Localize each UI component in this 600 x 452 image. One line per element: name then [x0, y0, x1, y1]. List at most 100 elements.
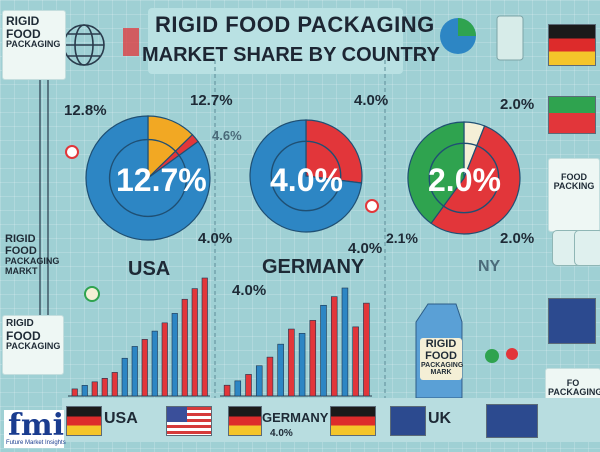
card-line: MARKT: [5, 265, 38, 276]
chart-subtitle: MARKET SHARE BY COUNTRY: [142, 44, 440, 66]
usa-label-mid: 4.6%: [212, 128, 242, 143]
bar: [309, 320, 317, 397]
card-line: PACKAGING: [548, 387, 600, 398]
bottom-label-germany: GERMANY: [262, 410, 329, 425]
bar: [352, 326, 359, 397]
bar: [234, 380, 242, 397]
accent-dot: [506, 348, 518, 360]
ladder-divider: [39, 70, 49, 360]
logo-background: [4, 410, 64, 448]
bottom-sub-label: 4.0%: [270, 428, 293, 439]
box-icon: [123, 28, 139, 56]
card-line: RIGID: [5, 233, 36, 245]
usa-flag: [166, 406, 212, 436]
pie-germany-center-label: 4.0%: [270, 162, 343, 198]
bar: [151, 330, 158, 397]
card-line: PACKAGING: [6, 341, 61, 352]
usa-label-right: 12.7%: [190, 92, 233, 109]
card-line: FO: [566, 378, 580, 388]
bar: [181, 298, 188, 397]
bar: [288, 328, 295, 397]
card-line: RIGID: [6, 14, 40, 28]
can-icon: [496, 15, 524, 61]
country-label-usa: USA: [128, 258, 171, 280]
carton-label: RIGID FOOD PACKAGING MARK: [420, 338, 464, 380]
germany-flag: [228, 406, 262, 436]
bar: [277, 343, 284, 397]
card-line: PACKAGING: [6, 39, 61, 50]
card-line: FOOD: [6, 26, 41, 41]
card-line: FOOD: [6, 328, 41, 343]
country-label-germany: GERMANY: [262, 256, 365, 278]
card-mid-left: RIGID FOOD PACKAGING MARKT: [2, 232, 64, 296]
card-line: FOOD: [5, 244, 37, 257]
bar: [363, 302, 370, 397]
pie-slice: [430, 125, 521, 235]
bar: [201, 277, 208, 397]
title-panel: [148, 8, 403, 74]
uk-label-bottom: 2.0%: [500, 230, 535, 247]
usa-label-left: 12.8%: [64, 102, 107, 119]
pie-slice: [85, 115, 211, 241]
bar: [191, 288, 198, 397]
germany-flag-right: [548, 24, 596, 66]
bar: [141, 339, 148, 397]
bar: [245, 374, 252, 397]
bar: [330, 296, 338, 397]
bar: [91, 381, 98, 397]
bar: [71, 388, 78, 397]
card-line: PACKAGING: [5, 256, 60, 267]
bar: [266, 356, 274, 397]
germany-label-top: 4.0%: [354, 92, 389, 109]
pie-uk-center-label: 2.0%: [428, 162, 501, 198]
pie-slice: [249, 119, 363, 233]
bar: [81, 385, 88, 397]
card-line: RIGID: [6, 318, 34, 329]
bar: [255, 365, 263, 397]
bar: [131, 346, 138, 397]
bottle-icon: [574, 230, 600, 266]
uk-flag-right: [548, 298, 596, 344]
card-top-left: RIGID FOOD PACKAGING: [2, 10, 66, 80]
bottom-label-usa: USA: [104, 410, 138, 427]
bar: [161, 322, 168, 397]
bar: [341, 287, 349, 397]
germany-flag: [330, 406, 376, 436]
bar: [223, 384, 231, 397]
pie-slice: [407, 121, 465, 225]
card-line: RIGID: [425, 338, 457, 350]
globe-icon: [63, 24, 105, 66]
card-line: FOOD: [425, 349, 457, 362]
card-line: PACKAGING: [421, 362, 464, 370]
country-label-ny: NY: [478, 258, 501, 275]
bar: [121, 357, 128, 397]
germany-flag: [66, 406, 102, 436]
fmi-logo: fmi: [8, 408, 65, 443]
chart-title: RIGID FOOD PACKAGING: [155, 12, 435, 37]
green-red-flag: [548, 96, 596, 134]
card-line: FOOD: [561, 172, 587, 182]
card-line: MARK: [430, 369, 452, 377]
bar: [111, 372, 118, 397]
accent-dot: [84, 286, 100, 302]
bar: [298, 333, 306, 397]
bar: [171, 313, 178, 397]
uk-label-left: 2.1%: [386, 230, 418, 246]
pie-usa-center-label: 12.7%: [116, 162, 207, 198]
pie-inner-ring: [428, 142, 500, 214]
bar-area-label: 4.0%: [232, 282, 267, 299]
fmi-tagline: Future Market Insights: [6, 440, 66, 446]
bottom-label-uk: UK: [428, 410, 452, 427]
accent-dot: [65, 145, 79, 159]
card-line: PACKING: [553, 181, 595, 192]
uk-flag: [486, 404, 538, 438]
bar: [101, 377, 108, 397]
card-low-left: RIGID FOOD PACKAGING: [2, 315, 64, 375]
pie-inner-ring: [270, 140, 342, 212]
uk-flag: [390, 406, 426, 436]
germany-label-bottom: 4.0%: [348, 240, 383, 257]
card-right: FOOD PACKING: [548, 158, 600, 232]
accent-dot: [485, 349, 499, 363]
